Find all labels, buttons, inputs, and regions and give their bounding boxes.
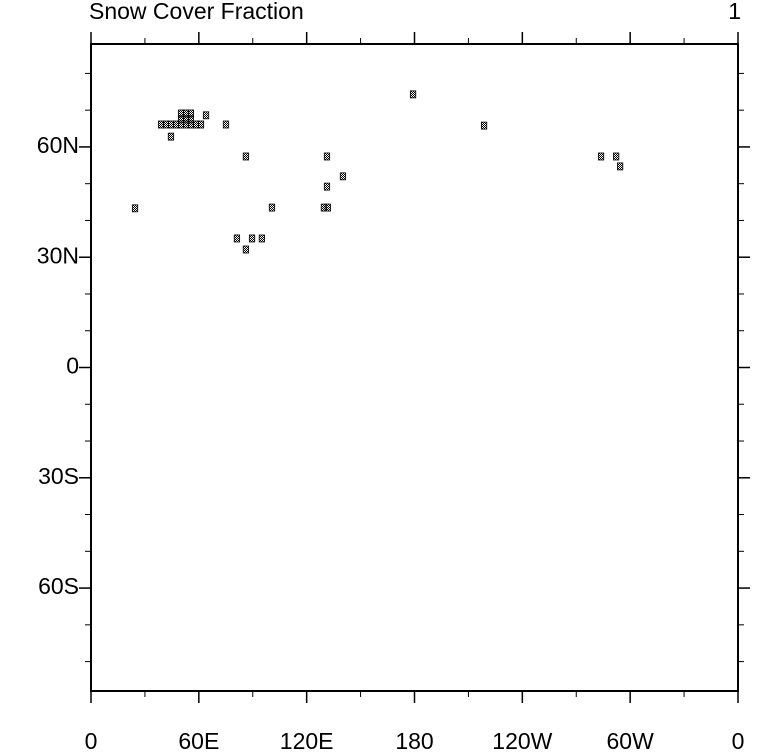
snow-cell — [242, 152, 250, 161]
x-tick-label: 120W — [492, 728, 552, 754]
snow-cell — [167, 120, 175, 129]
plot-frame — [90, 43, 739, 692]
y-tick-label: 60N — [37, 132, 79, 158]
snow-cell — [131, 204, 139, 213]
snow-cell — [202, 111, 210, 120]
x-tick-label: 180 — [395, 728, 433, 754]
y-tick-label: 30S — [38, 463, 79, 489]
snow-cell — [162, 120, 170, 129]
x-tick-label: 60W — [607, 728, 655, 754]
snow-cell — [617, 162, 624, 171]
x-tick-label: 120E — [280, 728, 334, 754]
snow-cell — [268, 203, 276, 212]
snow-cell — [242, 245, 250, 254]
snow-cell — [167, 132, 175, 141]
snow-cell — [192, 120, 200, 129]
x-tick-label: 60E — [178, 728, 219, 754]
y-tick-label: 0 — [66, 353, 79, 379]
y-tick-label: 60S — [38, 573, 79, 599]
snow-cell — [613, 152, 620, 161]
snow-cell — [597, 152, 605, 161]
snow-cell — [222, 120, 230, 129]
snow-cell — [233, 234, 241, 243]
snow-cell — [172, 120, 180, 129]
snow-cell — [324, 203, 331, 212]
chart-title: Snow Cover Fraction — [89, 0, 304, 24]
snow-cell — [323, 182, 331, 191]
snow-cell — [177, 115, 185, 124]
y-tick-label: 30N — [37, 242, 79, 268]
x-tick-label: 0 — [85, 728, 98, 754]
snow-cell — [480, 121, 488, 130]
snow-cell — [248, 234, 256, 243]
snow-cell — [258, 234, 266, 243]
snow-cell — [339, 172, 347, 181]
right-string: 1 — [728, 0, 741, 24]
snow-cell — [187, 115, 195, 124]
snow-cell — [409, 90, 417, 99]
snow-cell — [197, 120, 205, 129]
snow-cell — [323, 152, 331, 161]
x-tick-label: 0 — [732, 728, 745, 754]
